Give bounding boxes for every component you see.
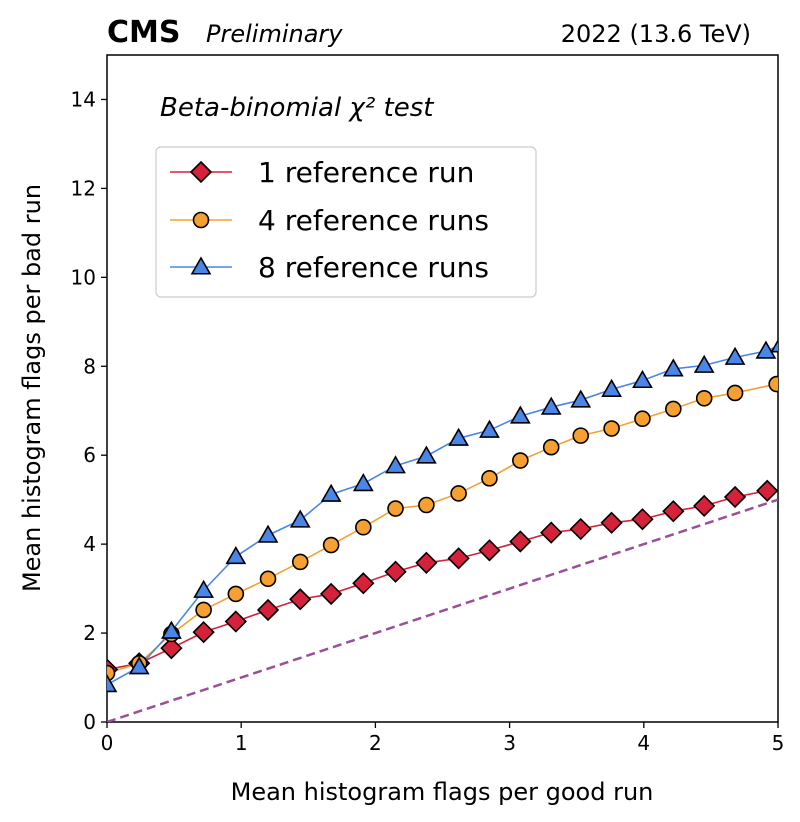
series-1-point [192, 621, 215, 644]
series-2-point [768, 375, 778, 393]
legend-label-1: 1 reference run [258, 156, 474, 189]
series-3-point [193, 579, 215, 598]
series-line-2 [107, 383, 777, 674]
x-tick-label: 5 [772, 731, 785, 755]
series-2-point [322, 536, 340, 554]
series-2-point [572, 427, 590, 444]
series-2-point [195, 601, 212, 619]
series-3-point [540, 396, 562, 415]
series-3-point [416, 445, 437, 464]
series-2-point [259, 570, 277, 588]
series-3-point [601, 378, 622, 397]
series-line-1 [107, 489, 768, 671]
x-tick-label: 3 [503, 731, 516, 755]
series-1-point [384, 560, 407, 583]
legend-marker-2 [192, 211, 210, 229]
series-1-point [693, 494, 716, 518]
series-1-point [569, 517, 592, 541]
x-axis-title: Mean histogram flags per good run [231, 778, 654, 806]
run-info-label: 2022 (13.6 TeV) [561, 20, 751, 48]
legend-marker-1 [189, 160, 213, 184]
series-2-point [107, 664, 116, 682]
y-tick-label: 0 [83, 710, 96, 734]
series-3-point [755, 340, 777, 359]
legend-box [155, 146, 537, 298]
series-1-point [289, 588, 312, 611]
series-3-point [161, 620, 182, 639]
legend-label-3: 8 reference runs [258, 251, 489, 284]
series-3-point [257, 524, 279, 543]
series-1-point [509, 530, 532, 553]
series-3-point [479, 419, 500, 438]
legend-label-2: 4 reference runs [258, 204, 489, 237]
series-2-point [695, 389, 713, 407]
series-3-point [632, 369, 653, 389]
series-3-point [662, 358, 684, 377]
reference-diagonal-line [107, 498, 778, 722]
series-2-point [634, 410, 651, 428]
series-1-point [160, 637, 183, 660]
x-tick-label: 0 [101, 731, 114, 755]
y-tick-label: 2 [83, 621, 96, 645]
series-1-point [600, 511, 623, 534]
series-2-point [542, 438, 560, 456]
series-2-point [481, 470, 498, 487]
series-3-point [289, 509, 311, 528]
series-2-point [665, 400, 682, 418]
series-1-point [319, 582, 343, 606]
series-2-point [512, 452, 529, 469]
y-tick-label: 8 [83, 354, 96, 378]
series-3-point [724, 346, 746, 365]
series-2-point [726, 384, 744, 402]
series-3-point [509, 405, 531, 424]
series-3-point [107, 674, 118, 693]
series-2-point [291, 553, 309, 571]
y-axis-title: Mean histogram flags per bad run [18, 184, 46, 592]
series-2-point [418, 496, 435, 514]
series-2-point [387, 500, 404, 517]
series-3-point [225, 545, 247, 565]
y-tick-label: 4 [83, 532, 96, 556]
status-label: Preliminary [206, 20, 343, 48]
series-3-point [385, 455, 406, 474]
x-tick-label: 2 [369, 731, 382, 755]
series-3-point [352, 473, 374, 492]
series-1-point [540, 521, 563, 544]
series-1-point [723, 485, 747, 509]
x-tick-label: 4 [637, 731, 650, 755]
series-1-point [256, 598, 280, 622]
series-3-point [320, 483, 342, 502]
y-tick-label: 6 [83, 443, 96, 467]
series-3-point [128, 656, 150, 675]
plot-marks [107, 339, 778, 722]
series-2-point [450, 485, 467, 502]
series-2-point [603, 420, 620, 437]
y-tick-label: 10 [71, 265, 96, 289]
series-1-point [415, 551, 438, 574]
series-1-point [447, 547, 470, 570]
series-1-point [756, 479, 778, 502]
annotation-label: Beta-binomial χ² test [160, 93, 434, 123]
y-tick-label: 14 [71, 87, 96, 111]
experiment-label: CMS [107, 15, 180, 50]
series-1-point [662, 500, 685, 523]
series-1-point [224, 610, 247, 633]
series-3-point [693, 354, 715, 373]
series-2-point [355, 518, 372, 536]
legend: 1 reference run 4 reference runs 8 referen… [155, 146, 537, 298]
legend-marker-3 [190, 256, 212, 275]
series-1-point [352, 572, 375, 595]
series-3-point [570, 389, 592, 408]
series-3-point [770, 339, 778, 353]
series-2-point [227, 585, 245, 603]
series-1-point [631, 508, 654, 531]
y-tick-label: 12 [71, 176, 96, 200]
series-1-point [478, 539, 501, 562]
series-3-point [448, 427, 469, 446]
x-tick-label: 1 [235, 731, 248, 755]
